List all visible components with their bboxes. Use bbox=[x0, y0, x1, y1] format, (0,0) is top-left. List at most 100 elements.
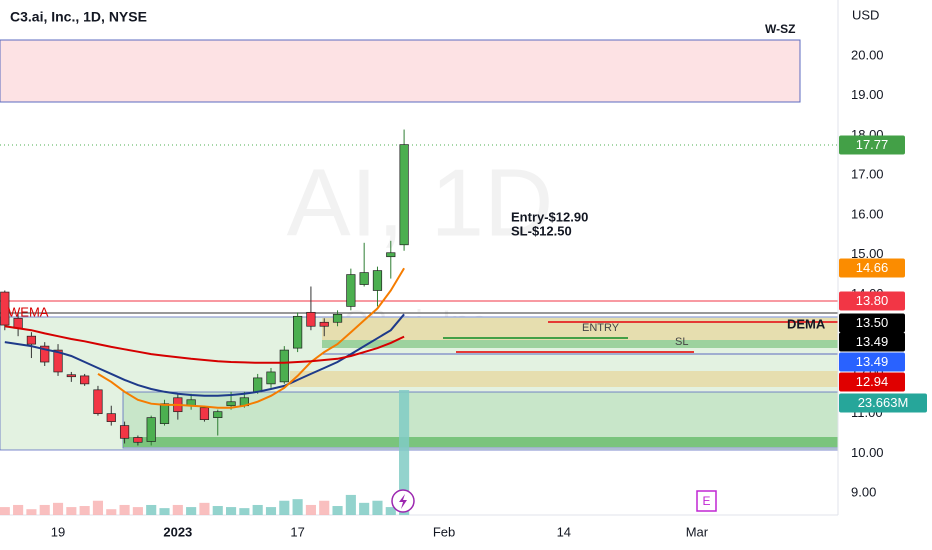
chart-title: C3.ai, Inc., 1D, NYSE bbox=[10, 9, 147, 25]
candle-body bbox=[306, 311, 316, 327]
price-badge bbox=[839, 135, 905, 155]
y-tick-label: 17.00 bbox=[851, 167, 884, 182]
price-badge bbox=[839, 291, 905, 311]
candle-body bbox=[199, 407, 210, 420]
y-tick-label: 10.00 bbox=[851, 445, 884, 460]
candle-body bbox=[80, 375, 90, 385]
volume-bar bbox=[66, 507, 77, 515]
volume-bar bbox=[92, 500, 104, 515]
candle-body bbox=[119, 425, 130, 439]
annotation: SL bbox=[675, 336, 688, 348]
x-tick-label: 17 bbox=[290, 524, 304, 539]
candle-body bbox=[266, 371, 276, 385]
volume-bar bbox=[106, 509, 117, 515]
price-badge bbox=[839, 352, 905, 372]
volume-bar bbox=[385, 507, 396, 515]
y-tick-label: 20.00 bbox=[851, 47, 884, 62]
candle-body bbox=[279, 349, 289, 383]
volume-bar bbox=[159, 508, 170, 515]
candle-body bbox=[133, 437, 143, 443]
y-tick-label: 16.00 bbox=[851, 206, 884, 221]
price-badge-label: 12.94 bbox=[856, 374, 889, 389]
volume-bar bbox=[265, 507, 277, 515]
lightning-icon bbox=[399, 494, 407, 509]
volume-bar bbox=[305, 504, 316, 515]
volume-bar bbox=[226, 507, 237, 515]
price-badge-label: 13.50 bbox=[856, 315, 889, 330]
price-badge bbox=[839, 258, 905, 278]
price-badge bbox=[839, 372, 905, 392]
volume-bar bbox=[79, 506, 90, 515]
x-tick-label: 2023 bbox=[163, 524, 192, 539]
x-tick-label: Feb bbox=[433, 524, 455, 539]
ema-line bbox=[97, 267, 405, 409]
candle-body bbox=[93, 389, 103, 415]
entry-zone bbox=[322, 318, 838, 340]
earnings-icon[interactable] bbox=[696, 490, 717, 512]
volume-bar bbox=[13, 504, 24, 515]
candle-body bbox=[146, 417, 156, 442]
volume-bar bbox=[239, 508, 250, 515]
price-badge-label: 13.49 bbox=[856, 334, 889, 349]
ema-line bbox=[4, 313, 405, 397]
y-tick-label: 15.00 bbox=[851, 246, 884, 261]
candle-body bbox=[66, 374, 76, 378]
volume-bar bbox=[359, 502, 370, 515]
sl-zone bbox=[322, 340, 838, 348]
tan-zone bbox=[290, 371, 838, 387]
annotation: ENTRY bbox=[582, 322, 620, 334]
price-badge-label: 13.80 bbox=[856, 293, 889, 308]
x-tick-label: 19 bbox=[51, 524, 65, 539]
currency: USD bbox=[852, 7, 879, 22]
candle-body bbox=[253, 377, 263, 393]
candle-body bbox=[159, 403, 170, 424]
candle-body bbox=[386, 252, 396, 258]
volume-bar bbox=[332, 506, 343, 515]
candle-body bbox=[0, 291, 10, 326]
candle-body bbox=[399, 144, 409, 246]
price-badge-label: 13.49 bbox=[856, 354, 889, 369]
price-badge-label: 23.663M bbox=[858, 395, 909, 410]
volume-bar bbox=[199, 502, 210, 515]
volume-bar bbox=[0, 507, 10, 515]
volume-bar bbox=[345, 494, 356, 515]
volume-bar bbox=[172, 504, 183, 515]
annotation: Entry-$12.90 bbox=[511, 209, 588, 224]
price-badge-label: 14.66 bbox=[856, 260, 889, 275]
candle-body bbox=[359, 272, 369, 285]
volume-bar bbox=[39, 504, 50, 515]
volume-bar bbox=[52, 502, 64, 515]
series-label: WEMA bbox=[8, 304, 49, 319]
candle-body bbox=[372, 270, 383, 291]
price-badge bbox=[839, 332, 905, 352]
x-tick-label: Mar bbox=[686, 524, 709, 539]
x-tick-label: 14 bbox=[557, 524, 571, 539]
candle-body bbox=[53, 349, 63, 373]
annotation: SL-$12.50 bbox=[511, 223, 572, 238]
candle-body bbox=[106, 413, 116, 422]
volume-bar bbox=[252, 504, 263, 515]
y-tick-label: 9.00 bbox=[851, 485, 876, 500]
ema-line bbox=[4, 325, 405, 364]
earnings-label: E bbox=[702, 494, 710, 508]
volume-bar bbox=[26, 509, 37, 515]
volume-bar bbox=[399, 390, 410, 515]
volume-bar bbox=[372, 500, 383, 515]
series-label: DEMA bbox=[787, 316, 826, 331]
supply-zone bbox=[0, 39, 801, 103]
candle-body bbox=[346, 274, 356, 307]
volume-bar bbox=[132, 507, 143, 515]
candle-body bbox=[213, 411, 223, 418]
candle-body bbox=[332, 313, 343, 323]
candle-body bbox=[226, 401, 236, 407]
green-band bbox=[123, 437, 838, 447]
annotation: W-SZ bbox=[765, 22, 795, 36]
marks bbox=[0, 129, 410, 515]
candle-body bbox=[319, 321, 329, 327]
volume-bar bbox=[119, 504, 130, 515]
volume-bar bbox=[292, 499, 303, 515]
volume-bar bbox=[186, 507, 197, 515]
watermark: AI, 1D bbox=[287, 149, 554, 256]
candle-body bbox=[40, 345, 50, 363]
